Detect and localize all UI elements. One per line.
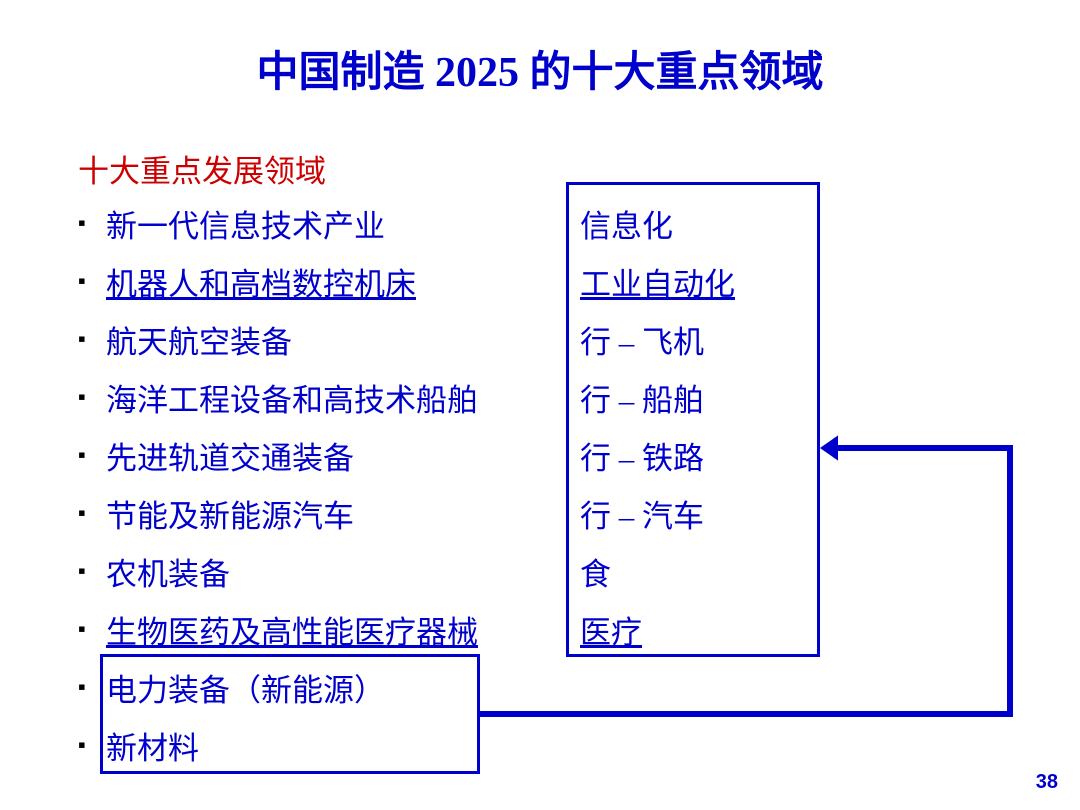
list-item-text: 先进轨道交通装备 [106,433,354,478]
bullet-icon: ▪ [78,268,106,294]
bullet-icon: ▪ [78,616,106,642]
subtitle-text: 十大重点发展领域 [78,154,326,189]
list-item: ▪航天航空装备 [78,310,478,368]
bullet-icon: ▪ [78,210,106,236]
list-item: ▪节能及新能源汽车 [78,484,478,542]
list-item: ▪生物医药及高性能医疗器械 [78,600,478,658]
list-item-text: 农机装备 [106,549,230,594]
list-item-text: 海洋工程设备和高技术船舶 [106,375,478,420]
title-text: 中国制造 2025 的十大重点领域 [256,50,823,96]
list-item: ▪机器人和高档数控机床 [78,252,478,310]
list-item: ▪农机装备 [78,542,478,600]
right-highlight-box [566,182,820,657]
list-item: ▪先进轨道交通装备 [78,426,478,484]
list-item-text: 航天航空装备 [106,317,292,362]
list-item-text: 节能及新能源汽车 [106,491,354,536]
list-item-text: 生物医药及高性能医疗器械 [106,607,478,652]
bullet-icon: ▪ [78,500,106,526]
bullet-icon: ▪ [78,384,106,410]
slide-title: 中国制造 2025 的十大重点领域 [0,38,1080,99]
arrowhead-icon [820,435,838,460]
bullet-icon: ▪ [78,442,106,468]
list-item: ▪新一代信息技术产业 [78,194,478,252]
list-item-text: 新一代信息技术产业 [106,201,385,246]
list-item: ▪海洋工程设备和高技术船舶 [78,368,478,426]
page-number-text: 38 [1036,771,1058,793]
bullet-icon: ▪ [78,326,106,352]
list-item-text: 机器人和高档数控机床 [106,259,416,304]
page-number: 38 [1036,771,1058,794]
bullet-icon: ▪ [78,558,106,584]
subtitle: 十大重点发展领域 [78,146,326,191]
bottom-highlight-box [100,654,480,774]
